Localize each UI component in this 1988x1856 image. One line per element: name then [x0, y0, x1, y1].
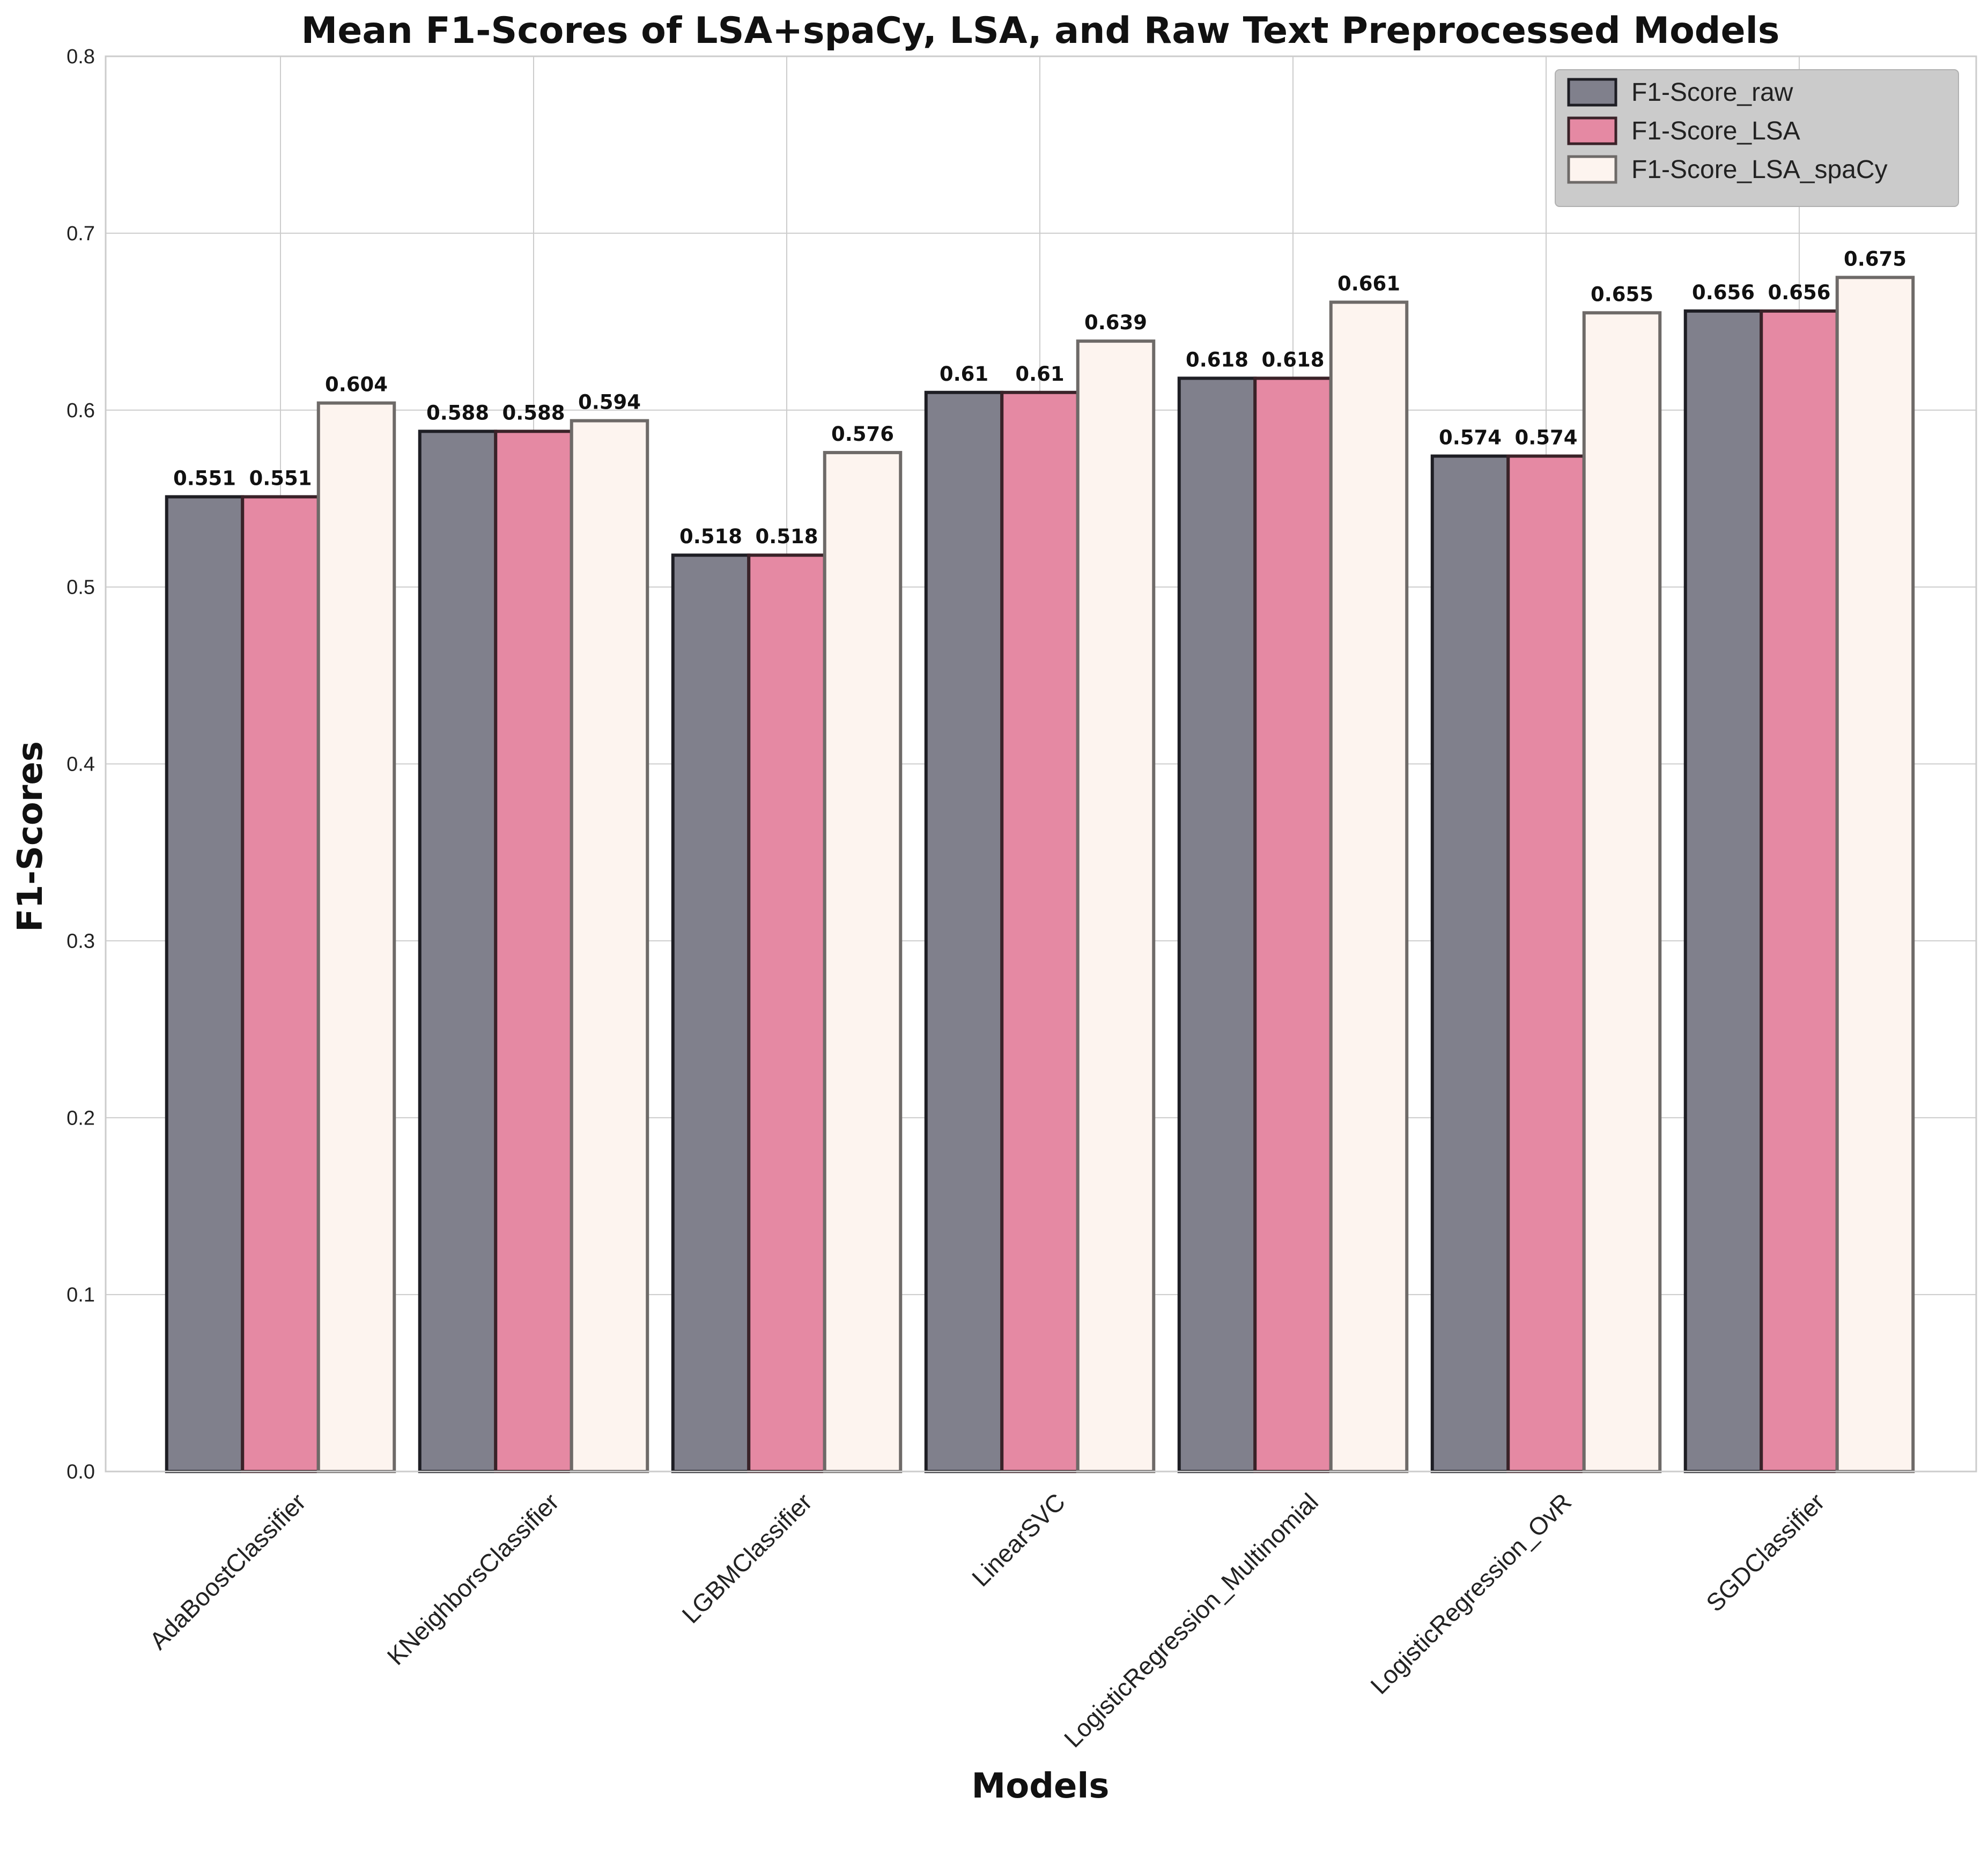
y-tick-label: 0.4: [66, 753, 95, 776]
bar-F1-Score_LSA_spaCy-KNeighborsClassifier: [570, 419, 649, 1473]
data-label: 0.518: [755, 525, 818, 548]
plot-frame: [105, 55, 1977, 1473]
bar-F1-Score_LSA-LogisticRegression_Multinomial: [1253, 376, 1333, 1473]
bar-F1-Score_LSA-LogisticRegression_OvR: [1506, 454, 1586, 1474]
legend-label: F1-Score_raw: [1631, 78, 1793, 107]
chart-title: Mean F1-Scores of LSA+spaCy, LSA, and Ra…: [301, 10, 1780, 52]
data-label: 0.656: [1768, 281, 1830, 304]
data-label: 0.594: [578, 391, 641, 414]
legend-box: [1555, 69, 1959, 207]
data-label: 0.574: [1439, 426, 1502, 449]
bar-F1-Score_LSA-SGDClassifier: [1760, 309, 1839, 1473]
data-label: 0.576: [831, 423, 894, 446]
data-label: 0.574: [1514, 426, 1577, 449]
y-tick-label: 0.6: [66, 400, 95, 422]
bar-F1-Score_raw-AdaBoostClassifier: [165, 495, 245, 1473]
bar-F1-Score_raw-LinearSVC: [924, 390, 1004, 1474]
data-label: 0.518: [679, 525, 742, 548]
bar-F1-Score_raw-LogisticRegression_OvR: [1430, 454, 1510, 1474]
plot-border: [105, 55, 1977, 1473]
y-tick-label: 0.1: [66, 1284, 95, 1306]
y-tick-label: 0.7: [66, 223, 95, 245]
y-tick-label: 0.2: [66, 1107, 95, 1129]
legend-swatch-F1-Score_raw: [1567, 78, 1617, 107]
bar-F1-Score_LSA-AdaBoostClassifier: [241, 495, 320, 1473]
y-tick-label: 0.3: [66, 930, 95, 952]
legend: F1-Score_raw F1-Score_LSA F1-Score_LSA_spa…: [1555, 69, 1959, 207]
data-label: 0.61: [940, 363, 988, 386]
legend-label: F1-Score_LSA: [1631, 117, 1800, 145]
y-tick-label: 0.5: [66, 576, 95, 599]
data-label: 0.675: [1844, 247, 1906, 270]
y-ticks: 0.0 0.1 0.2 0.3 0.4 0.5 0.6 0.7 0.8: [66, 46, 95, 1483]
legend-label: F1-Score_LSA_spaCy: [1631, 156, 1888, 184]
data-label: 0.604: [325, 373, 388, 396]
data-labels: 0.551 0.588 0.518 0.61 0.618 0.574 0.656 0.551 0…: [173, 247, 1906, 548]
data-label: 0.588: [426, 401, 489, 424]
bar-F1-Score_LSA_spaCy-LinearSVC: [1076, 339, 1156, 1474]
bars: [165, 276, 1915, 1474]
bar-F1-Score_LSA_spaCy-SGDClassifier: [1835, 276, 1915, 1473]
data-label: 0.61: [1015, 363, 1064, 386]
bar-F1-Score_LSA_spaCy-LogisticRegression_Multinomial: [1329, 300, 1409, 1473]
bar-F1-Score_raw-LGBMClassifier: [671, 553, 751, 1473]
data-label: 0.661: [1337, 272, 1400, 295]
legend-swatch-F1-Score_LSA: [1567, 116, 1617, 145]
y-tick-label: 0.0: [66, 1461, 95, 1483]
data-label: 0.588: [502, 401, 565, 424]
bar-F1-Score_raw-SGDClassifier: [1683, 309, 1763, 1473]
bar-F1-Score_LSA_spaCy-LGBMClassifier: [823, 450, 903, 1473]
data-label: 0.655: [1591, 283, 1653, 306]
data-label: 0.656: [1692, 281, 1755, 304]
data-label: 0.551: [249, 467, 312, 490]
y-tick-label: 0.8: [66, 46, 95, 68]
bar-F1-Score_LSA_spaCy-AdaBoostClassifier: [316, 401, 396, 1473]
bar-F1-Score_raw-LogisticRegression_Multinomial: [1177, 376, 1257, 1473]
data-label: 0.618: [1261, 348, 1324, 371]
bar-F1-Score_raw-KNeighborsClassifier: [418, 430, 498, 1474]
y-axis-label: F1-Scores: [11, 741, 50, 932]
data-label: 0.551: [173, 467, 236, 490]
data-label: 0.618: [1186, 348, 1248, 371]
bar-F1-Score_LSA-LGBMClassifier: [747, 553, 826, 1473]
data-label: 0.639: [1084, 311, 1147, 334]
legend-swatch-F1-Score_LSA_spaCy: [1567, 155, 1617, 184]
bar-F1-Score_LSA-KNeighborsClassifier: [494, 430, 573, 1474]
x-axis-label: Models: [972, 1766, 1110, 1806]
bar-F1-Score_LSA_spaCy-LogisticRegression_OvR: [1582, 311, 1662, 1473]
bar-F1-Score_LSA-LinearSVC: [1000, 390, 1080, 1474]
